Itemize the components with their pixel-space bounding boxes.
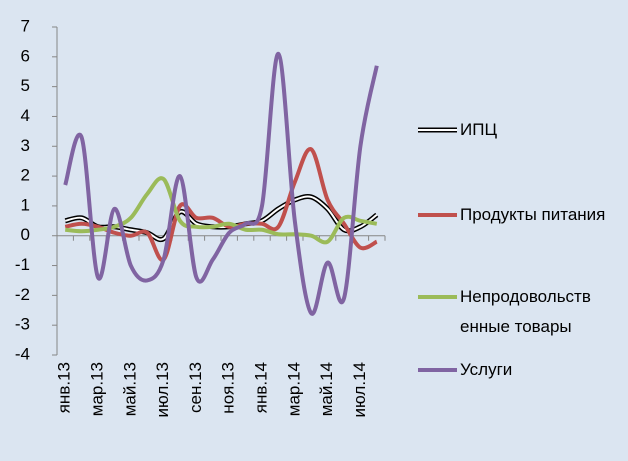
x-tick-label: май.13 (120, 362, 139, 416)
y-tick-label: -4 (15, 344, 30, 363)
legend-label: Услуги (460, 360, 513, 379)
y-tick-label: -2 (15, 285, 30, 304)
x-tick-label: мар.13 (87, 362, 106, 416)
y-tick-label: 4 (21, 106, 30, 125)
x-tick-label: июл.13 (153, 362, 172, 417)
y-tick-label: 5 (21, 76, 30, 95)
series-line (64, 147, 378, 262)
y-tick-label: 1 (21, 195, 30, 214)
x-tick-label: ноя.13 (219, 362, 238, 414)
x-tick-label: сен.13 (186, 362, 205, 413)
y-tick-label: 0 (21, 225, 30, 244)
y-tick-label: -1 (15, 255, 30, 274)
x-tick-label: янв.14 (251, 362, 270, 413)
y-tick-label: 3 (21, 136, 30, 155)
y-tick-label: -3 (15, 315, 30, 334)
legend-label: Непродовольственные товары (460, 287, 591, 336)
x-tick-label: май.14 (317, 362, 336, 416)
y-tick-label: 6 (21, 46, 30, 65)
y-tick-label: 2 (21, 166, 30, 185)
series-line (64, 176, 378, 245)
legend-label: ИПЦ (460, 120, 498, 139)
x-tick-label: мар.14 (284, 362, 303, 416)
y-tick-label: 7 (21, 16, 30, 35)
series-line (63, 51, 379, 316)
x-tick-label: июл.14 (350, 362, 369, 417)
x-tick-label: янв.13 (55, 362, 74, 413)
legend-label: Продукты питания (460, 205, 606, 224)
